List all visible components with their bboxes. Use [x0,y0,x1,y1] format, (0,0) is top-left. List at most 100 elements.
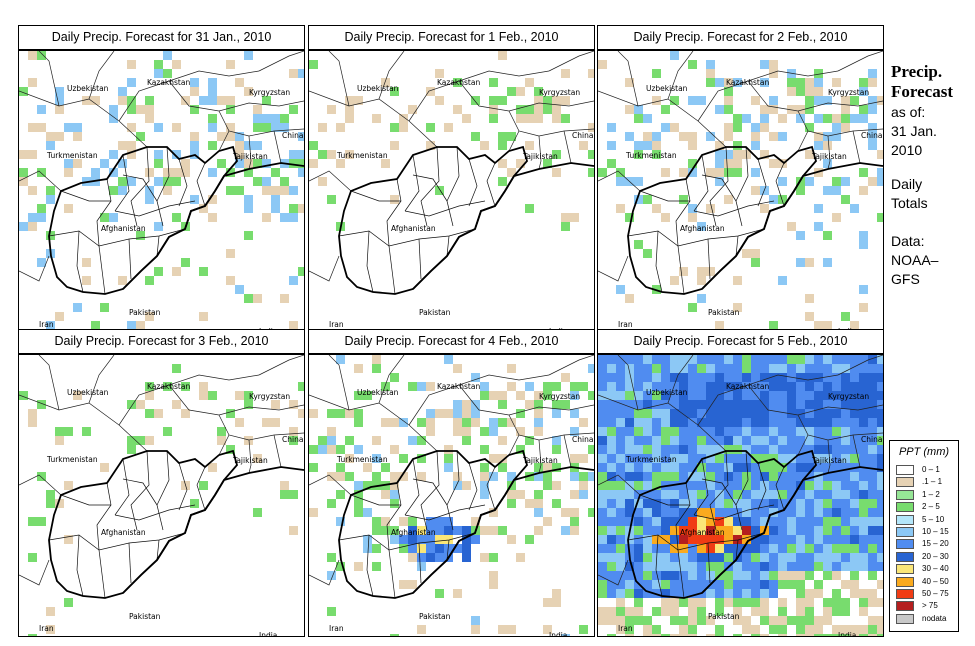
precip-cell [688,508,697,517]
precip-cell [787,580,796,589]
precip-cell [217,132,226,141]
precip-cell [814,355,823,364]
precip-cell [670,607,679,616]
precip-cell [787,391,796,400]
precip-cell [163,186,172,195]
forecast-panel-feb1: Daily Precip. Forecast for 1 Feb., 2010 … [308,25,595,333]
province-border [707,542,711,584]
country-border [38,355,60,411]
precip-cell [616,445,625,454]
legend-label: 30 – 40 [922,564,949,574]
precip-cell [841,382,850,391]
precip-cell [271,418,280,427]
precip-cell [625,427,634,436]
precip-cell [805,598,814,607]
precip-cell [679,418,688,427]
precip-cell [652,436,661,445]
precip-cell [489,114,498,123]
precip-cell [760,616,769,625]
precip-cell [706,267,715,276]
precip-cell [688,553,697,562]
precip-cell [37,258,46,267]
precip-cell [661,213,670,222]
precip-cell [868,427,877,436]
precip-cell [823,598,832,607]
precip-cell [64,481,73,490]
legend-swatch [896,514,914,525]
precip-cell [190,87,199,96]
precip-cell [127,436,136,445]
precip-cell [625,391,634,400]
precip-cell [634,382,643,391]
precip-cell [832,454,841,463]
precip-cell [697,580,706,589]
precip-cell [298,204,304,213]
precip-cell [868,616,877,625]
precip-cell [607,454,616,463]
country-label-uzbekistan: Uzbekistan [646,84,688,93]
precip-cell [444,454,453,463]
precip-cell [823,616,832,625]
precip-cell [354,562,363,571]
precip-cell [127,123,136,132]
precip-cell [859,186,868,195]
precip-cell [868,508,877,517]
precip-cell [859,285,868,294]
precip-cell [208,213,217,222]
precip-cell [787,616,796,625]
precip-cell [679,580,688,589]
precip-cell [271,195,280,204]
precip-cell [670,535,679,544]
precip-cell [390,634,399,636]
precip-cell [345,96,354,105]
precip-cell [706,616,715,625]
precip-cell [787,508,796,517]
precip-cell [787,472,796,481]
precip-cell [354,96,363,105]
precip-cell [859,231,868,240]
precip-cell [859,454,868,463]
precip-cell [661,472,670,481]
precip-cell [444,445,453,454]
precip-cell [363,463,372,472]
precip-cell [235,285,244,294]
precip-cell [570,454,579,463]
precip-cell [670,499,679,508]
precip-cell [661,123,670,132]
precip-cell [253,141,262,150]
precip-cell [787,427,796,436]
precip-cell [751,490,760,499]
country-label-afghanistan: Afghanistan [101,528,146,537]
precip-cell [163,51,172,60]
precip-cell [109,114,118,123]
precip-cell [859,400,868,409]
precip-cell [154,69,163,78]
precip-cell [534,508,543,517]
precip-cell [652,463,661,472]
precip-cell [643,526,652,535]
precip-cell [64,535,73,544]
precip-cell [534,391,543,400]
country-border [548,51,594,72]
country-label-afghanistan: Afghanistan [101,224,146,233]
precip-cell [814,544,823,553]
precip-cell [661,535,670,544]
precip-cell [163,427,172,436]
panel-title: Daily Precip. Forecast for 5 Feb., 2010 [597,329,884,354]
precip-cell [190,105,199,114]
precip-cell [868,78,877,87]
precip-cell [280,114,289,123]
precip-cell [46,607,55,616]
precip-cell [688,472,697,481]
precip-cell [616,553,625,562]
precip-cell [453,78,462,87]
precip-cell [823,373,832,382]
precip-cell [46,490,55,499]
precip-cell [408,517,417,526]
precip-cell [136,132,145,141]
precip-cell [751,409,760,418]
precip-cell [688,517,697,526]
precip-cell [336,445,345,454]
precip-cell [760,382,769,391]
precip-cell [670,409,679,418]
